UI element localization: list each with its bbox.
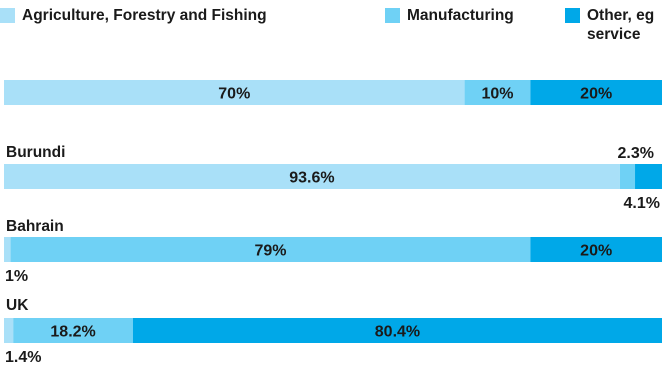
- legend-swatch-other: [565, 8, 580, 23]
- bar-segment: [10, 237, 531, 262]
- data-label: 93.6%: [289, 170, 334, 187]
- bar-segment: [4, 80, 465, 105]
- bar-segment: [530, 80, 662, 105]
- data-label: 1.4%: [5, 349, 41, 366]
- bar-segment: [13, 318, 133, 343]
- bar-segment: [4, 164, 620, 189]
- data-label: 20%: [580, 86, 612, 103]
- legend-label-other: Other, eg service: [587, 7, 655, 43]
- data-label: 2.3%: [618, 145, 654, 162]
- data-label: 10%: [481, 86, 513, 103]
- data-label: 1%: [5, 268, 28, 285]
- category-label: UK: [6, 297, 29, 314]
- data-label: 80.4%: [375, 324, 420, 341]
- chart-legend: Agriculture, Forestry and Fishing Manufa…: [0, 6, 666, 46]
- legend-item-manufacturing: Manufacturing: [385, 6, 514, 25]
- legend-swatch-agriculture: [0, 8, 15, 23]
- legend-label-manufacturing: Manufacturing: [407, 7, 514, 24]
- data-label: 70%: [218, 86, 250, 103]
- legend-label-agriculture: Agriculture, Forestry and Fishing: [22, 7, 267, 24]
- bar-segment: [4, 318, 14, 343]
- legend-item-agriculture: Agriculture, Forestry and Fishing: [0, 6, 267, 25]
- bar-segment: [132, 318, 662, 343]
- data-label: 79%: [254, 243, 286, 260]
- category-label: Bahrain: [6, 218, 64, 235]
- data-label: 4.1%: [624, 195, 660, 212]
- bar-segment: [530, 237, 662, 262]
- legend-swatch-manufacturing: [385, 8, 400, 23]
- bar-segment: [619, 164, 636, 189]
- data-label: 20%: [580, 243, 612, 260]
- bar-segment: [4, 237, 11, 262]
- data-label: 18.2%: [50, 324, 95, 341]
- bar-segment: [635, 164, 662, 189]
- bar-segment: [464, 80, 531, 105]
- legend-item-other: Other, eg service: [565, 6, 654, 44]
- category-label: Burundi: [6, 144, 65, 161]
